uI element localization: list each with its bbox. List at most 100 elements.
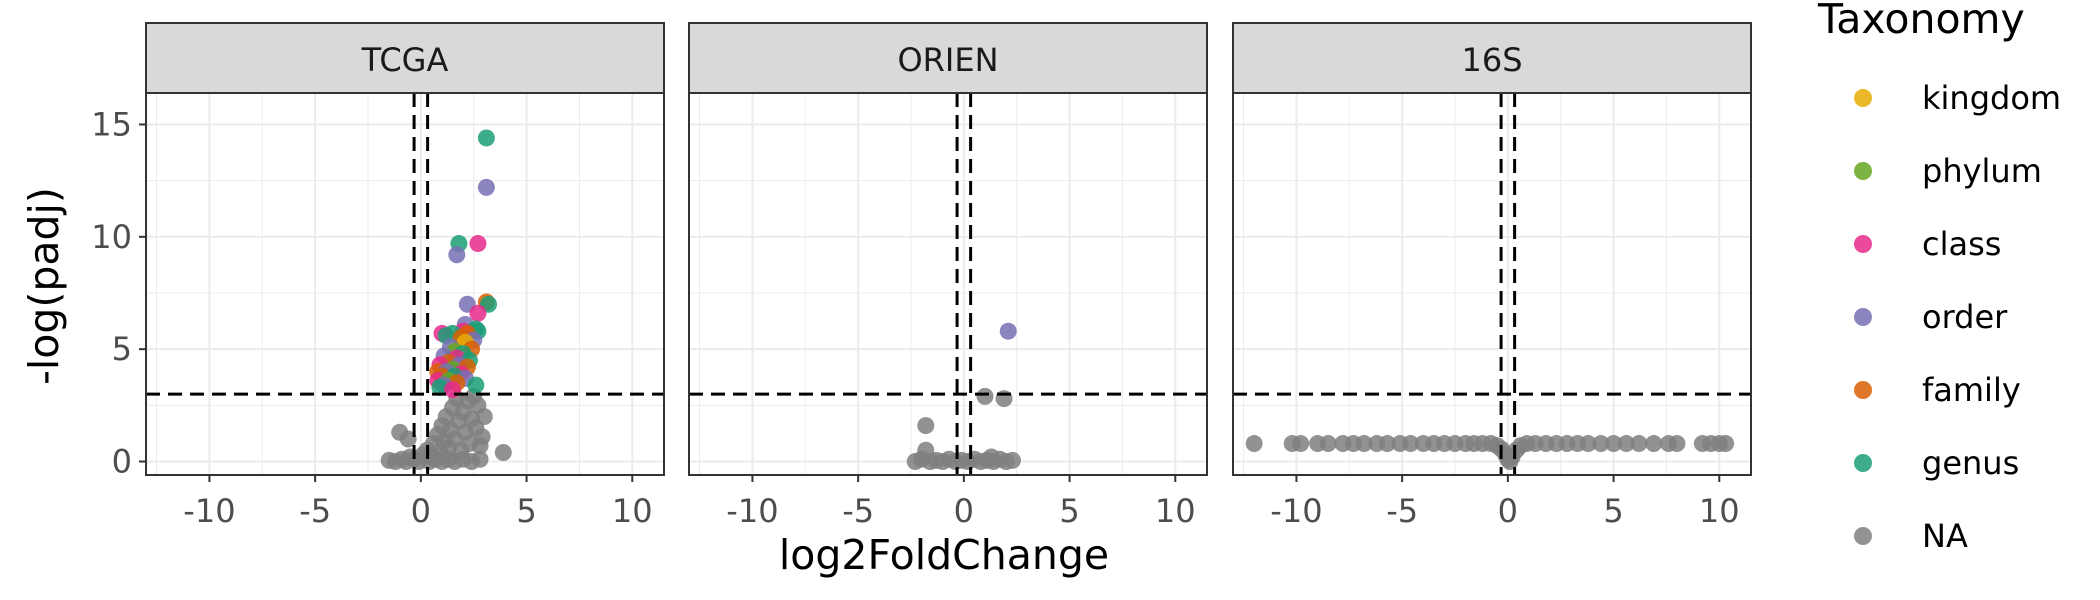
data-point-na	[473, 428, 491, 446]
data-point-na	[1717, 435, 1735, 453]
legend-item-label: class	[1922, 225, 2001, 263]
legend-item-label: NA	[1922, 517, 1968, 555]
data-point-na	[917, 417, 935, 435]
y-tick-label: 15	[91, 105, 132, 143]
panel-16s: 16S -10 -5 0 5 10	[1232, 22, 1752, 530]
legend-item-label: phylum	[1922, 152, 2042, 190]
panel-border	[145, 92, 665, 476]
panel-border	[688, 92, 1208, 476]
data-point-na	[1319, 435, 1337, 453]
x-tick-label: -5	[299, 492, 331, 530]
panel-strip-title: 16S	[1461, 41, 1522, 79]
data-point-genus	[431, 378, 449, 396]
threshold-lines	[1233, 93, 1751, 475]
data-point-na	[1355, 435, 1373, 453]
legend-key-dot	[1854, 235, 1872, 253]
x-tick-label: 5	[1603, 492, 1623, 530]
panel-background	[689, 93, 1207, 475]
panel-background	[1233, 93, 1751, 475]
legend-key-dot	[1854, 454, 1872, 472]
data-point-na	[1292, 435, 1310, 453]
y-tick-label: 10	[91, 218, 132, 256]
x-tick-label: 10	[1155, 492, 1196, 530]
y-tick-label: 5	[112, 330, 132, 368]
legend-key-dot	[1854, 162, 1872, 180]
x-tick-label: 0	[954, 492, 974, 530]
legend-item-na: NA	[1854, 517, 1968, 555]
data-point-na	[1579, 435, 1597, 453]
legend-key-dot	[1854, 527, 1872, 545]
data-point-na	[471, 450, 489, 468]
legend: Taxonomy kingdom phylum class order family ge…	[1817, 0, 2061, 555]
y-axis-title: -log(padj)	[20, 187, 68, 385]
data-point-na	[1003, 451, 1021, 469]
legend-item-class: class	[1854, 225, 2001, 263]
data-point-na	[1630, 435, 1648, 453]
legend-item-genus: genus	[1854, 444, 2019, 482]
legend-item-label: family	[1922, 371, 2021, 409]
data-point-genus	[477, 129, 495, 147]
data-point-na	[1402, 435, 1420, 453]
panel-strip-title: TCGA	[361, 41, 449, 79]
legend-key-dot	[1854, 381, 1872, 399]
x-axis-ticks: -10 -5 0 5 10	[1270, 475, 1740, 530]
x-tick-label: 0	[411, 492, 431, 530]
data-point-na	[399, 430, 417, 448]
data-point-na	[1378, 435, 1396, 453]
legend-item-phylum: phylum	[1854, 152, 2042, 190]
data-point-na	[1645, 435, 1663, 453]
points-layer	[906, 322, 1021, 471]
data-point-order	[999, 322, 1017, 340]
legend-key-dot	[1854, 308, 1872, 326]
x-axis-ticks: -10 -5 0 5 10	[183, 475, 653, 530]
legend-key-dot	[1854, 89, 1872, 107]
data-point-order	[477, 178, 495, 196]
legend-item-family: family	[1854, 371, 2021, 409]
data-point-na	[976, 387, 994, 405]
legend-entries: kingdom phylum class order family genus NA	[1854, 79, 2061, 555]
data-point-na	[1605, 435, 1623, 453]
x-tick-label: 5	[516, 492, 536, 530]
y-tick-label: 0	[112, 443, 132, 481]
panel-tcga: TCGA -10 -5 0 5 10 0 5 10 15	[91, 22, 665, 530]
data-point-order	[448, 246, 466, 264]
panel-orien: ORIEN -10 -5 0 5 10	[688, 22, 1208, 530]
legend-item-label: kingdom	[1922, 79, 2061, 117]
x-tick-label: 0	[1498, 492, 1518, 530]
panel-strip	[145, 22, 665, 94]
legend-item-label: genus	[1922, 444, 2019, 482]
x-tick-label: 5	[1059, 492, 1079, 530]
data-point-genus	[467, 376, 485, 394]
x-axis-title: log2FoldChange	[779, 531, 1109, 579]
panel-strip-title: ORIEN	[897, 41, 998, 79]
axis-titles: log2FoldChange -log(padj)	[20, 187, 1109, 579]
threshold-lines	[146, 93, 664, 475]
x-axis-ticks: -10 -5 0 5 10	[726, 475, 1196, 530]
data-point-na	[1245, 435, 1263, 453]
data-point-class	[469, 304, 487, 322]
legend-item-label: order	[1922, 298, 2008, 336]
data-point-na	[475, 408, 493, 426]
y-axis-ticks: 0 5 10 15	[91, 105, 146, 481]
panel-strip	[1232, 22, 1752, 94]
data-point-na	[1668, 435, 1686, 453]
x-tick-label: -5	[1386, 492, 1418, 530]
panel-strip	[688, 22, 1208, 94]
x-tick-label: -10	[726, 492, 778, 530]
x-tick-label: 10	[612, 492, 653, 530]
data-point-na	[1592, 435, 1610, 453]
x-tick-label: -10	[183, 492, 235, 530]
data-point-na	[1617, 435, 1635, 453]
data-point-na	[982, 448, 1000, 466]
x-tick-label: 10	[1699, 492, 1740, 530]
data-point-na	[494, 444, 512, 462]
gridlines	[1233, 93, 1751, 475]
data-point-class	[469, 235, 487, 253]
legend-item-order: order	[1854, 298, 2008, 336]
panel-border	[1232, 92, 1752, 476]
legend-title: Taxonomy	[1817, 0, 2025, 43]
threshold-lines	[689, 93, 1207, 475]
x-tick-label: -10	[1270, 492, 1322, 530]
